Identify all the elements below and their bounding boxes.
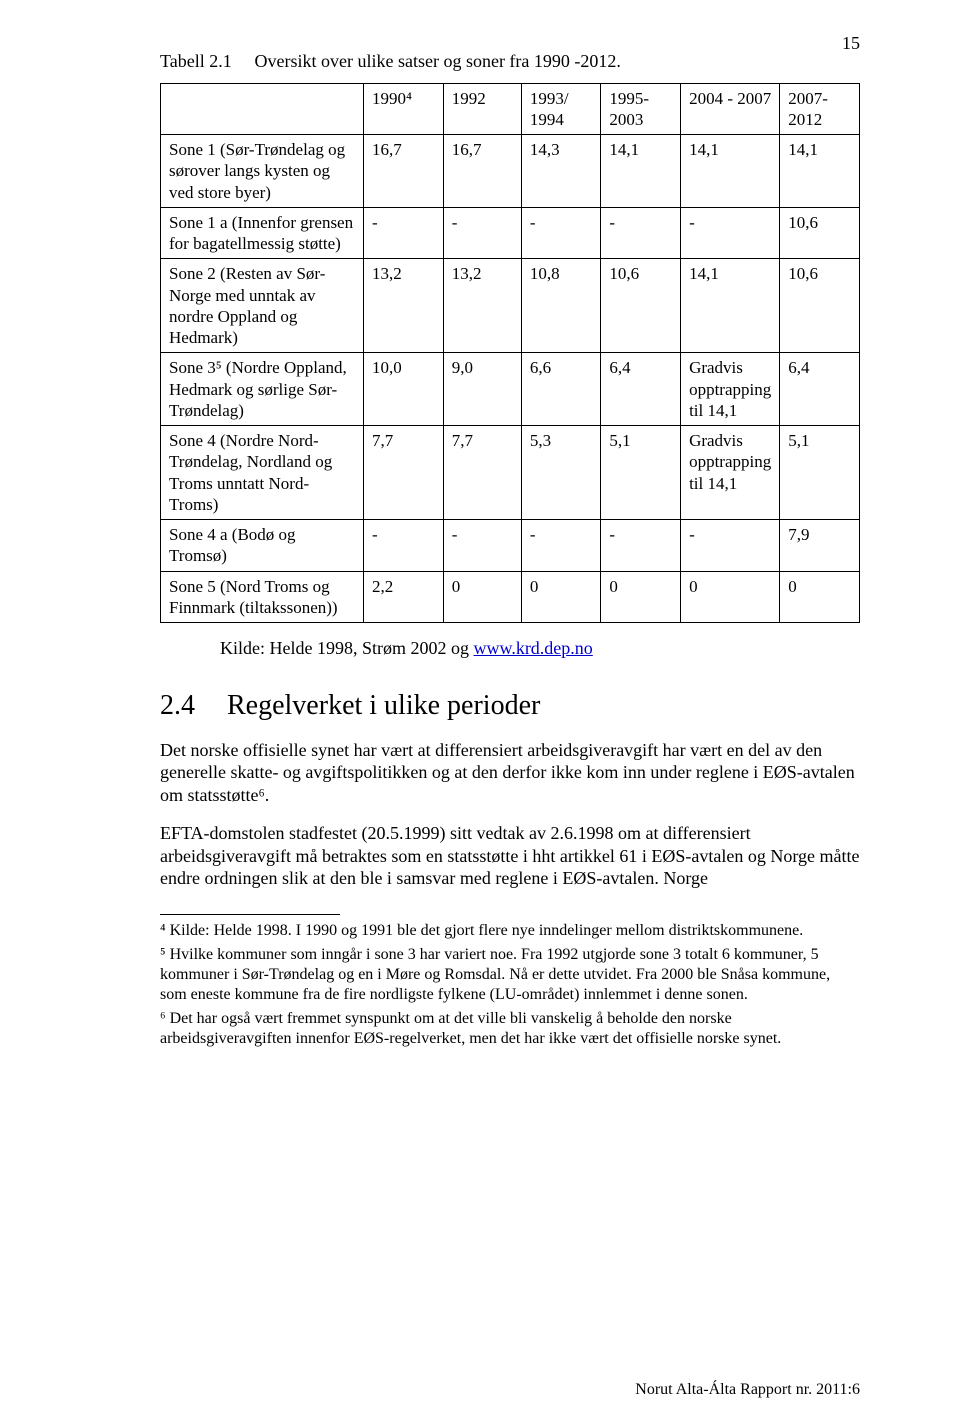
cell: 2,2 [363,571,443,623]
cell: 14,1 [780,135,860,208]
cell: 7,9 [780,520,860,572]
cell: 7,7 [363,426,443,520]
table-row: Sone 2 (Resten av Sør-Norge med unntak a… [161,259,860,353]
table-source: Kilde: Helde 1998, Strøm 2002 og www.krd… [220,637,860,660]
table-row: Sone 1 (Sør-Trøndelag og sørover langs k… [161,135,860,208]
footnote-rule [160,914,340,915]
cell: - [521,520,600,572]
cell: 5,1 [601,426,681,520]
cell: - [521,207,600,259]
cell: 14,3 [521,135,600,208]
footnote-5: ⁵ Hvilke kommuner som inngår i sone 3 ha… [160,945,860,1005]
cell: 16,7 [443,135,521,208]
row-head: Sone 2 (Resten av Sør-Norge med unntak a… [161,259,364,353]
cell: 10,8 [521,259,600,353]
cell: - [601,520,681,572]
cell: 0 [601,571,681,623]
rates-table: 1990⁴ 1992 1993/ 1994 1995-2003 2004 - 2… [160,83,860,624]
row-head: Sone 4 a (Bodø og Tromsø) [161,520,364,572]
cell: 5,1 [780,426,860,520]
cell: - [601,207,681,259]
caption-text: Oversikt over ulike satser og soner fra … [255,51,621,71]
cell: 0 [681,571,780,623]
footnote-6: ⁶ Det har også vært fremmet synspunkt om… [160,1009,860,1049]
col-2007-12: 2007-2012 [780,83,860,135]
cell: 10,6 [601,259,681,353]
cell: 10,6 [780,259,860,353]
cell: 10,0 [363,353,443,426]
col-1992: 1992 [443,83,521,135]
row-head: Sone 4 (Nordre Nord-Trøndelag, Nordland … [161,426,364,520]
page-number: 15 [842,32,860,55]
cell: 10,6 [780,207,860,259]
running-footer: Norut Alta-Álta Rapport nr. 2011:6 [635,1380,860,1400]
cell: 14,1 [601,135,681,208]
cell: 16,7 [363,135,443,208]
table-caption: Tabell 2.1 Oversikt over ulike satser og… [160,50,860,73]
source-link[interactable]: www.krd.dep.no [473,638,592,658]
cell: 6,4 [601,353,681,426]
section-title: Regelverket i ulike perioder [227,690,540,721]
cell: - [681,207,780,259]
row-head: Sone 3⁵ (Nordre Oppland, Hedmark og sørl… [161,353,364,426]
section-heading: 2.4 Regelverket i ulike perioder [160,688,860,723]
table-row: Sone 1 a (Innenfor grensen for bagatellm… [161,207,860,259]
cell: 14,1 [681,259,780,353]
table-row: Sone 4 a (Bodø og Tromsø) - - - - - 7,9 [161,520,860,572]
cell: 0 [780,571,860,623]
col-2004-07: 2004 - 2007 [681,83,780,135]
cell: - [681,520,780,572]
cell: 5,3 [521,426,600,520]
cell: - [363,207,443,259]
row-head: Sone 1 (Sør-Trøndelag og sørover langs k… [161,135,364,208]
table-row: Sone 3⁵ (Nordre Oppland, Hedmark og sørl… [161,353,860,426]
cell: 6,4 [780,353,860,426]
cell: Gradvis opptrapping til 14,1 [681,426,780,520]
col-1990: 1990⁴ [363,83,443,135]
col-1993-94: 1993/ 1994 [521,83,600,135]
cell: 0 [521,571,600,623]
footnote-4: ⁴ Kilde: Helde 1998. I 1990 og 1991 ble … [160,921,860,941]
table-header-row: 1990⁴ 1992 1993/ 1994 1995-2003 2004 - 2… [161,83,860,135]
table-row: Sone 4 (Nordre Nord-Trøndelag, Nordland … [161,426,860,520]
row-head: Sone 5 (Nord Troms og Finnmark (tiltakss… [161,571,364,623]
paragraph-2: EFTA-domstolen stadfestet (20.5.1999) si… [160,822,860,890]
paragraph-1: Det norske offisielle synet har vært at … [160,739,860,807]
cell: 13,2 [363,259,443,353]
col-1995-2003: 1995-2003 [601,83,681,135]
cell: 14,1 [681,135,780,208]
cell: - [443,207,521,259]
row-head: Sone 1 a (Innenfor grensen for bagatellm… [161,207,364,259]
cell: - [443,520,521,572]
cell: 13,2 [443,259,521,353]
cell: 6,6 [521,353,600,426]
table-row: Sone 5 (Nord Troms og Finnmark (tiltakss… [161,571,860,623]
cell: 7,7 [443,426,521,520]
caption-label: Tabell 2.1 [160,50,250,73]
cell: - [363,520,443,572]
cell: 0 [443,571,521,623]
cell: 9,0 [443,353,521,426]
cell: Gradvis opptrapping til 14,1 [681,353,780,426]
col-blank [161,83,364,135]
section-number: 2.4 [160,688,220,723]
source-text: Kilde: Helde 1998, Strøm 2002 og [220,638,473,658]
